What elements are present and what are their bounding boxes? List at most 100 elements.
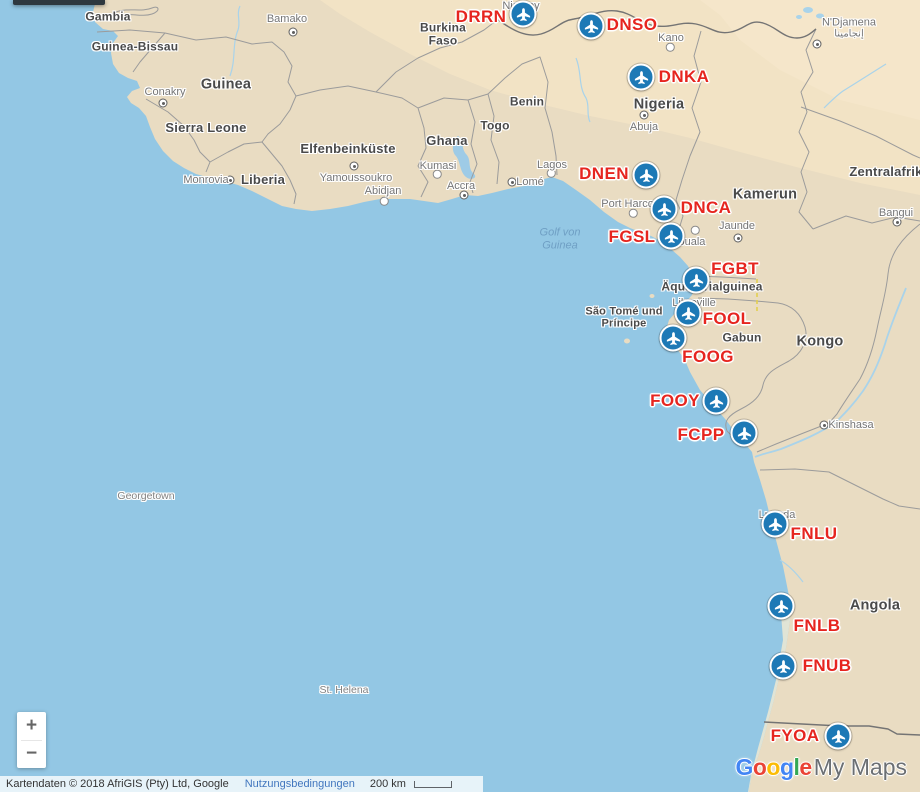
country-label-guinea-bissau: Guinea-Bissau bbox=[91, 39, 179, 54]
google-logo-letter: G bbox=[735, 754, 753, 780]
capital-marker-conakry bbox=[158, 98, 168, 108]
google-my-maps-logo[interactable]: GoogleMy Maps bbox=[735, 756, 907, 779]
airport-marker-dnca[interactable] bbox=[650, 195, 678, 223]
capital-marker-kinshasa bbox=[819, 420, 829, 430]
city-marker-douala bbox=[690, 225, 700, 235]
city-label-st-helena: St. Helena bbox=[319, 684, 369, 697]
country-label-benin: Benin bbox=[509, 94, 545, 109]
city-marker-kano bbox=[665, 42, 675, 52]
island-principe bbox=[649, 294, 655, 298]
city-label-bangui: Bangui bbox=[878, 206, 914, 219]
legend-panel-edge bbox=[13, 0, 105, 5]
city-label-abidjan: Abidjan bbox=[364, 184, 402, 197]
airport-label-fgsl: FGSL bbox=[608, 227, 656, 246]
city-marker-port-harcourt bbox=[628, 208, 638, 218]
country-label-angola: Angola bbox=[849, 597, 901, 614]
airport-label-dnca: DNCA bbox=[680, 198, 732, 217]
capital-marker-jaunde bbox=[733, 233, 743, 243]
country-label-kongo: Kongo bbox=[796, 333, 844, 350]
country-label-aequatorialguinea: Äquatorialguinea bbox=[661, 279, 763, 294]
terms-link[interactable]: Nutzungsbedingungen bbox=[244, 778, 355, 790]
city-label-abuja: Abuja bbox=[629, 120, 659, 133]
airplane-icon bbox=[639, 168, 653, 182]
city-label-yamoussoukro: Yamoussoukro bbox=[319, 171, 393, 184]
airplane-icon bbox=[681, 306, 695, 320]
lake-chad-2 bbox=[816, 13, 824, 19]
airplane-icon bbox=[831, 729, 845, 743]
zoom-divider bbox=[21, 739, 42, 741]
country-label-kamerun: Kamerun bbox=[732, 186, 798, 203]
airport-marker-dnen[interactable] bbox=[632, 161, 660, 189]
my-maps-label: My Maps bbox=[813, 754, 907, 780]
island-sao-tome bbox=[624, 338, 630, 344]
airport-marker-fooy[interactable] bbox=[702, 387, 730, 415]
airport-label-drrn: DRRN bbox=[455, 7, 507, 26]
airport-marker-fnub[interactable] bbox=[769, 652, 797, 680]
airplane-icon bbox=[709, 394, 723, 408]
airport-marker-fyoa[interactable] bbox=[824, 722, 852, 750]
airport-marker-dnso[interactable] bbox=[577, 12, 605, 40]
scale-bar-icon bbox=[413, 780, 452, 788]
country-label-zentralafrikanische-republik: Zentralafrikanische Republik bbox=[849, 164, 920, 180]
airport-marker-foog[interactable] bbox=[659, 324, 687, 352]
city-label-ndjamena: N'Djamena إنجامينا bbox=[821, 16, 877, 40]
airplane-icon bbox=[584, 19, 598, 33]
capital-marker-bamako bbox=[288, 27, 298, 37]
airplane-icon bbox=[774, 599, 788, 613]
google-logo-letter: o bbox=[766, 754, 780, 780]
airport-label-fnub: FNUB bbox=[802, 656, 852, 675]
airport-label-foog: FOOG bbox=[682, 347, 734, 366]
airplane-icon bbox=[689, 273, 703, 287]
city-label-kano: Kano bbox=[658, 31, 684, 44]
attribution-bar: Kartendaten © 2018 AfriGIS (Pty) Ltd, Go… bbox=[0, 776, 483, 792]
google-logo-letter: g bbox=[779, 754, 794, 780]
airport-marker-drrn[interactable] bbox=[509, 0, 537, 28]
airport-label-fnlb: FNLB bbox=[793, 616, 841, 635]
city-marker-kumasi bbox=[432, 169, 442, 179]
terrain-chad bbox=[700, 0, 920, 120]
capital-marker-accra bbox=[459, 190, 469, 200]
city-label-bamako: Bamako bbox=[266, 12, 308, 25]
zoom-out-button[interactable]: − bbox=[25, 743, 38, 765]
lake-volta bbox=[452, 136, 476, 179]
airplane-icon bbox=[737, 426, 751, 440]
airport-marker-dnka[interactable] bbox=[627, 63, 655, 91]
airport-marker-fnlu[interactable] bbox=[761, 510, 789, 538]
airport-marker-fcpp[interactable] bbox=[730, 419, 758, 447]
city-label-conakry: Conakry bbox=[144, 85, 186, 98]
airport-label-dnka: DNKA bbox=[658, 67, 710, 86]
airport-label-fooy: FOOY bbox=[650, 391, 700, 410]
city-label-accra: Accra bbox=[446, 179, 476, 192]
country-label-burkina-faso: Burkina Faso bbox=[419, 20, 467, 47]
google-logo-letter: l bbox=[793, 754, 800, 780]
airport-marker-fool[interactable] bbox=[674, 299, 702, 327]
airport-label-dnso: DNSO bbox=[606, 15, 658, 34]
airplane-icon bbox=[768, 517, 782, 531]
country-label-sao-tome-principe: São Tomé und Príncipe bbox=[585, 305, 663, 329]
airport-label-fyoa: FYOA bbox=[770, 726, 820, 745]
capital-marker-yamoussoukro bbox=[349, 161, 359, 171]
airport-label-fgbt: FGBT bbox=[711, 259, 759, 278]
airplane-icon bbox=[516, 7, 530, 21]
airport-label-fool: FOOL bbox=[702, 309, 752, 328]
country-label-liberia: Liberia bbox=[240, 172, 286, 188]
airport-marker-fnlb[interactable] bbox=[767, 592, 795, 620]
google-logo-letter: o bbox=[752, 754, 767, 780]
rivers bbox=[229, 5, 907, 583]
lake-chad-3 bbox=[796, 15, 802, 19]
airport-label-dnen: DNEN bbox=[579, 164, 629, 183]
city-marker-abidjan bbox=[379, 196, 389, 206]
airplane-icon bbox=[776, 659, 790, 673]
airport-marker-fgsl[interactable] bbox=[657, 222, 685, 250]
city-marker-lagos bbox=[546, 168, 556, 178]
zoom-in-button[interactable]: + bbox=[25, 714, 38, 736]
country-label-guinea: Guinea bbox=[200, 76, 252, 93]
city-label-lome: Lomé bbox=[516, 175, 544, 188]
city-label-jaunde: Jaunde bbox=[718, 219, 756, 232]
lake-chad bbox=[803, 7, 813, 13]
capital-marker-ndjamena bbox=[812, 39, 822, 49]
airport-marker-fgbt[interactable] bbox=[682, 266, 710, 294]
country-label-gabun: Gabun bbox=[722, 330, 762, 345]
capital-marker-lome bbox=[507, 177, 517, 187]
